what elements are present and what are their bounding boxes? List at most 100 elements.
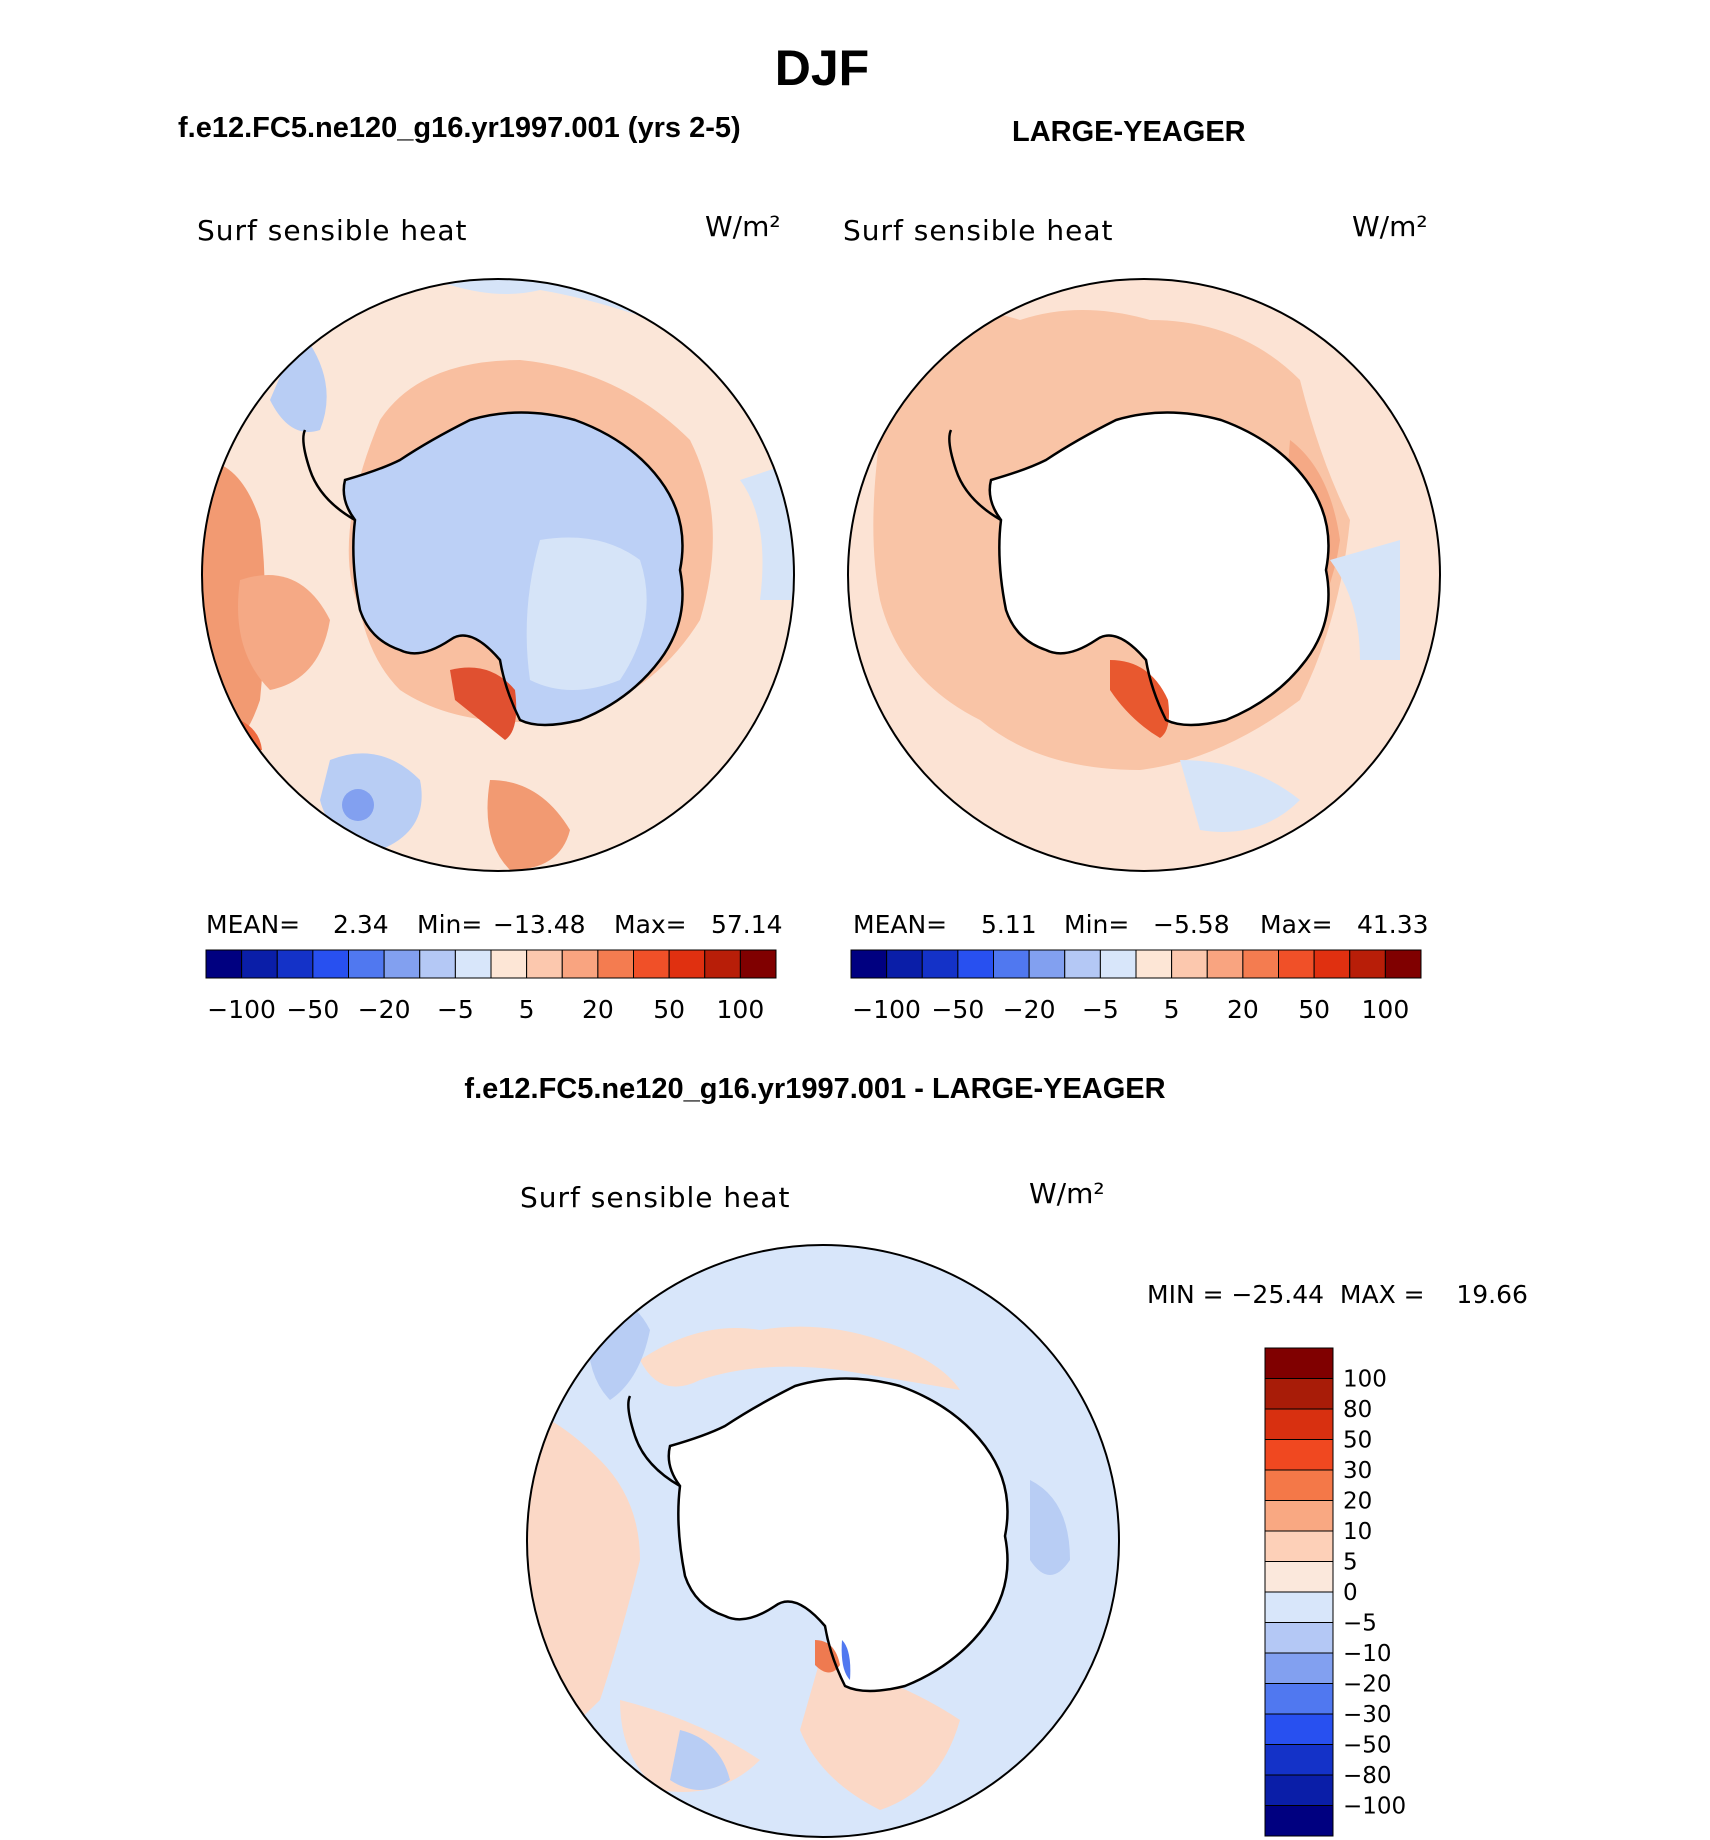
map-panel-c: [526, 1244, 1120, 1838]
panel-b-variable: Surf sensible heat: [843, 214, 1114, 247]
colorbar-c-swatch: [1264, 1439, 1334, 1471]
colorbar-b-swatch: [921, 949, 959, 979]
colorbar-c-swatch: [1264, 1500, 1334, 1532]
colorbar-c-swatch: [1264, 1408, 1334, 1440]
colorbar-a-swatch: [633, 949, 670, 979]
colorbar-a-swatch: [383, 949, 421, 979]
colorbar-c-level-label: −50: [1343, 1733, 1392, 1759]
map-b-peninsula: [948, 429, 1002, 522]
colorbar-c-swatch: [1264, 1469, 1334, 1501]
map-a-red-shelf: [450, 667, 517, 740]
colorbar-b-swatch: [1278, 949, 1315, 979]
colorbar-c-level-label: 100: [1343, 1367, 1387, 1393]
panel-b-header: LARGE-YEAGER: [1012, 116, 1246, 148]
colorbar-b-swatch: [850, 949, 888, 979]
colorbar-c-level-label: 10: [1343, 1519, 1372, 1545]
colorbar-c-swatch: [1264, 1378, 1334, 1410]
panel-b-min-value: −5.58: [1153, 910, 1230, 939]
colorbar-a-swatch: [668, 949, 706, 979]
panel-b-max-value: 41.33: [1357, 910, 1429, 939]
colorbar-c-swatch: [1264, 1713, 1334, 1745]
map-panel-b: [847, 278, 1441, 872]
colorbar-a-tick-label: 20: [582, 995, 614, 1024]
panel-a-max-value: 57.14: [711, 910, 783, 939]
map-b-antarctica: [989, 412, 1329, 725]
map-c-coastline: [667, 1377, 1009, 1693]
colorbar-a-tick-label: −20: [358, 995, 411, 1024]
panel-a-mean-value: 2.34: [333, 910, 389, 939]
map-b-blue-nw: [860, 290, 940, 360]
colorbar-c-level-label: −30: [1343, 1702, 1392, 1728]
colorbar-a-swatch: [419, 949, 456, 979]
colorbar-c-swatch: [1264, 1774, 1334, 1806]
colorbar-b-swatch: [1028, 949, 1066, 979]
panel-a-max-label: Max=: [614, 910, 687, 939]
panel-b-units: W/m²: [1352, 210, 1428, 243]
colorbar-c-level-label: 30: [1343, 1458, 1372, 1484]
map-b-blue-south: [1180, 760, 1300, 832]
main-title: DJF: [775, 40, 869, 96]
colorbar-b-swatch: [1099, 949, 1137, 979]
colorbar-b-tick-label: −50: [931, 995, 984, 1024]
panel-b-mean-value: 5.11: [981, 910, 1037, 939]
colorbar-c-swatch: [1264, 1591, 1334, 1623]
colorbar-b-tick-label: −100: [852, 995, 921, 1024]
colorbar-a: −100 −50 −20 −5 5 20 50 100: [205, 949, 777, 1024]
colorbar-b: −100 −50 −20 −5 5 20 50 100: [850, 949, 1422, 1024]
panel-b-max-label: Max=: [1260, 910, 1333, 939]
colorbar-c-level-label: −10: [1343, 1641, 1392, 1667]
colorbar-c-level-label: −20: [1343, 1672, 1392, 1698]
colorbar-a-swatch: [490, 949, 528, 979]
panel-b-min-label: Min=: [1064, 910, 1129, 939]
colorbar-c-swatch: [1264, 1561, 1334, 1593]
colorbar-c-swatch: [1264, 1744, 1334, 1776]
colorbar-b-tick-label: −20: [1003, 995, 1056, 1024]
panel-b-mean-label: MEAN=: [853, 910, 947, 939]
panel-a-min-value: −13.48: [493, 910, 586, 939]
colorbar-a-tick-label: −100: [207, 995, 276, 1024]
colorbar-a-swatch: [561, 949, 599, 979]
colorbar-c-swatch: [1264, 1683, 1334, 1715]
colorbar-a-swatch: [276, 949, 314, 979]
colorbar-a-swatch: [704, 949, 741, 979]
panel-a-mean-label: MEAN=: [206, 910, 300, 939]
colorbar-b-swatch: [957, 949, 994, 979]
colorbar-c-level-label: 50: [1343, 1428, 1372, 1454]
map-a-blue-west: [270, 330, 327, 432]
colorbar-c-swatch: [1264, 1530, 1334, 1562]
colorbar-c-level-label: −100: [1343, 1794, 1406, 1820]
map-a-orange-sw: [238, 575, 330, 690]
colorbar-a-tick-label: 100: [717, 995, 765, 1024]
colorbar-a-swatch: [312, 949, 349, 979]
map-a-orange-south: [487, 780, 570, 870]
colorbar-b-tick-label: 50: [1298, 995, 1330, 1024]
colorbar-c-level-label: 0: [1343, 1580, 1358, 1606]
colorbar-c-level-label: −5: [1343, 1611, 1377, 1637]
map-a-peninsula: [302, 429, 356, 522]
map-c-antarctica: [668, 1378, 1008, 1691]
panel-c-minmax: MIN = −25.44 MAX = 19.66: [1147, 1280, 1528, 1309]
colorbar-b-swatch: [1135, 949, 1173, 979]
map-a-border: [201, 278, 795, 872]
map-c-salmon-south: [800, 1660, 960, 1810]
colorbar-a-tick-label: 50: [653, 995, 685, 1024]
panel-a-header: f.e12.FC5.ne120_g16.yr1997.001 (yrs 2-5): [178, 112, 741, 144]
map-c-blue-south: [670, 1730, 730, 1790]
colorbar-b-swatch: [1242, 949, 1279, 979]
colorbar-b-swatch: [1206, 949, 1244, 979]
colorbar-b-swatch: [1384, 949, 1422, 979]
colorbar-a-swatch: [205, 949, 243, 979]
colorbar-a-tick-label: −5: [437, 995, 474, 1024]
panel-c-header: f.e12.FC5.ne120_g16.yr1997.001 - LARGE-Y…: [464, 1073, 1165, 1105]
map-c-blue-east: [1030, 1480, 1070, 1575]
panel-b-stats: MEAN= 5.11 Min= −5.58 Max= 41.33: [853, 910, 1429, 939]
colorbar-b-swatch: [886, 949, 923, 979]
map-c-peninsula: [627, 1395, 681, 1488]
panel-a-stats: MEAN= 2.34 Min= −13.48 Max= 57.14: [206, 910, 783, 939]
panel-a-min-label: Min=: [417, 910, 482, 939]
map-b-coastline: [988, 411, 1330, 727]
panel-a-variable: Surf sensible heat: [197, 214, 468, 247]
colorbar-b-tick-label: 100: [1362, 995, 1410, 1024]
colorbar-b-tick-label: 5: [1164, 995, 1180, 1024]
